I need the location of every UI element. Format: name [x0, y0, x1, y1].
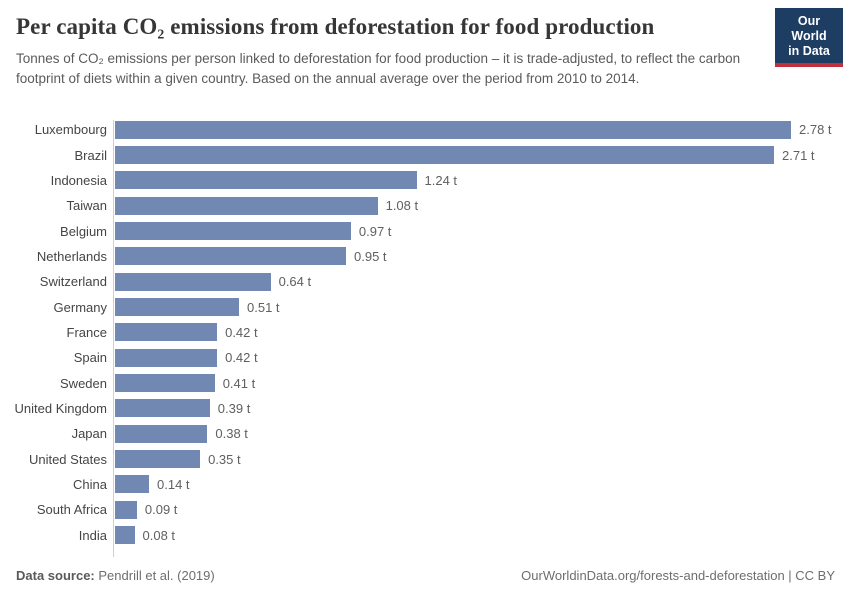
bar-row: Sweden 0.41 t — [0, 370, 850, 395]
bar[interactable] — [115, 323, 218, 342]
country-label: United States — [28, 451, 107, 467]
country-label: United Kingdom — [14, 400, 108, 416]
bar-row: Spain 0.42 t — [0, 345, 850, 370]
bar-row: Germany 0.51 t — [0, 294, 850, 319]
value-label: 0.42 t — [225, 350, 258, 366]
owid-logo[interactable]: Our World in Data — [775, 8, 843, 68]
country-label: Sweden — [60, 375, 107, 391]
bar[interactable] — [115, 298, 239, 317]
country-label: Taiwan — [66, 198, 107, 214]
value-label: 0.09 t — [144, 502, 178, 518]
country-label: Spain — [73, 350, 107, 366]
bar-row: Brazil 2.71 t — [0, 142, 850, 167]
country-label: Netherlands — [36, 248, 107, 264]
bar-row: South Africa 0.09 t — [0, 497, 850, 522]
bar-row: Switzerland 0.64 t — [0, 269, 850, 294]
bar-row: Indonesia 1.24 t — [0, 168, 850, 193]
country-label: Indonesia — [50, 172, 107, 188]
owid-logo-line2: in Data — [788, 43, 830, 58]
bar-row: India 0.08 t — [0, 523, 850, 548]
bar[interactable] — [115, 222, 351, 241]
value-label: 0.39 t — [217, 400, 251, 416]
country-label: China — [73, 476, 107, 492]
country-label: India — [78, 527, 107, 543]
bar[interactable] — [115, 348, 218, 367]
value-label: 0.64 t — [278, 274, 312, 290]
value-label: 0.41 t — [222, 375, 256, 391]
bar-row: France 0.42 t — [0, 320, 850, 345]
bar-row: United Kingdom 0.39 t — [0, 396, 850, 421]
bar[interactable] — [115, 171, 417, 190]
bar-row: Japan 0.38 t — [0, 421, 850, 446]
value-label: 0.51 t — [247, 299, 280, 315]
chart-footer: Data source: Pendrill et al. (2019) OurW… — [16, 568, 835, 583]
bar[interactable] — [115, 146, 774, 165]
bar[interactable] — [115, 399, 210, 418]
bar-row: United States 0.35 t — [0, 446, 850, 471]
bar[interactable] — [115, 272, 271, 291]
value-label: 1.24 t — [424, 172, 458, 188]
bar-row: Luxembourg 2.78 t — [0, 117, 850, 142]
bar[interactable] — [115, 450, 201, 469]
data-source-value: Pendrill et al. (2019) — [98, 568, 215, 583]
bar[interactable] — [115, 500, 137, 519]
bar-row: China 0.14 t — [0, 472, 850, 497]
country-label: Brazil — [74, 147, 107, 163]
bar-rows: Luxembourg 2.78 t Brazil 2.71 t Indonesia 1.2… — [0, 117, 850, 548]
chart-subtitle: Tonnes of CO₂ emissions per person linke… — [16, 51, 741, 86]
value-label: 2.78 t — [799, 122, 832, 138]
credit-link[interactable]: OurWorldinData.org/forests-and-deforesta… — [521, 568, 835, 583]
bar-row: Belgium 0.97 t — [0, 218, 850, 243]
country-label: Belgium — [60, 223, 107, 239]
bar[interactable] — [115, 247, 346, 266]
bar[interactable] — [115, 526, 135, 545]
country-label: South Africa — [36, 502, 107, 518]
value-label: 2.71 t — [782, 147, 815, 163]
value-label: 0.38 t — [215, 426, 248, 442]
bar[interactable] — [115, 374, 215, 393]
bar[interactable] — [115, 475, 149, 494]
country-label: Luxembourg — [34, 122, 107, 138]
value-label: 0.42 t — [225, 324, 258, 340]
bar-row: Netherlands 0.95 t — [0, 244, 850, 269]
bar[interactable] — [115, 424, 208, 443]
country-label: Germany — [53, 299, 107, 315]
value-label: 0.14 t — [157, 476, 190, 492]
data-source: Data source: Pendrill et al. (2019) — [16, 568, 215, 583]
y-axis-line — [113, 120, 114, 557]
country-label: Japan — [71, 426, 107, 442]
value-label: 0.08 t — [142, 527, 176, 543]
value-label: 0.95 t — [354, 248, 387, 264]
value-label: 0.35 t — [208, 451, 241, 467]
bar-row: Taiwan 1.08 t — [0, 193, 850, 218]
data-source-label: Data source: — [16, 568, 95, 583]
bar[interactable] — [115, 196, 378, 215]
owid-logo-line1: Our World — [791, 14, 827, 43]
value-label: 0.97 t — [358, 223, 392, 239]
chart-title: Per capita CO₂ emissions from deforestat… — [16, 14, 655, 39]
chart-header: Per capita CO₂ emissions from deforestat… — [0, 0, 850, 89]
bar-chart: Luxembourg 2.78 t Brazil 2.71 t Indonesia 1.2… — [0, 117, 850, 557]
value-label: 1.08 t — [385, 198, 419, 214]
country-label: Switzerland — [39, 274, 107, 290]
country-label: France — [66, 324, 107, 340]
bar[interactable] — [115, 120, 791, 139]
